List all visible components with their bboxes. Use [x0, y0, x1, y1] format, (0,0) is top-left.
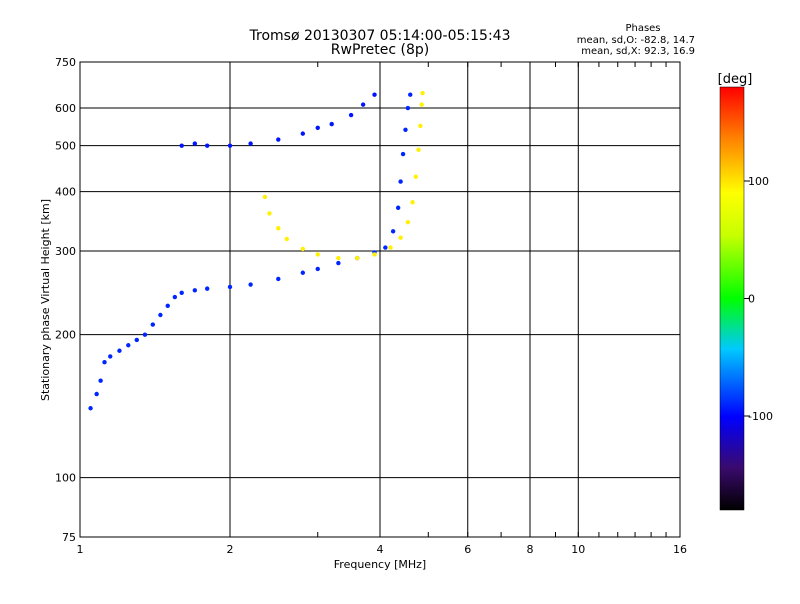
x-tick-label: 8: [527, 543, 534, 556]
data-point: [348, 112, 354, 118]
data-point: [204, 143, 210, 148]
colorbar-tick-label: 100: [748, 175, 769, 188]
y-tick-label: 600: [55, 102, 76, 115]
y-tick-label: 750: [55, 56, 76, 69]
data-point: [372, 252, 377, 257]
data-point: [420, 90, 425, 96]
data-point: [267, 211, 272, 216]
data-point: [142, 332, 148, 337]
x-tick-label: 1: [77, 543, 84, 556]
data-point: [398, 235, 403, 240]
colorbar-tick-label: 0: [748, 293, 755, 306]
data-point: [248, 141, 253, 146]
y-tick-label: 300: [55, 245, 76, 258]
data-point: [300, 270, 306, 275]
data-point: [410, 200, 415, 205]
data-point: [126, 343, 131, 348]
x-tick-label: 16: [673, 543, 687, 556]
data-point: [192, 141, 198, 146]
data-point: [204, 286, 210, 291]
data-point: [276, 137, 281, 142]
y-tick-label: 400: [55, 186, 76, 199]
data-point: [388, 245, 393, 250]
data-point: [94, 391, 99, 397]
data-point: [88, 406, 93, 411]
data-point: [329, 121, 334, 127]
colorbar-title: [deg]: [718, 72, 753, 87]
chart-subtitle: RwPretec (8p): [331, 42, 429, 58]
data-point: [179, 290, 184, 296]
x-tick-label: 6: [464, 543, 471, 556]
data-point: [315, 252, 320, 257]
y-tick-label: 100: [55, 472, 76, 485]
data-point: [405, 219, 411, 225]
data-point: [134, 337, 139, 343]
data-point: [98, 378, 103, 383]
data-point: [102, 360, 107, 365]
data-point: [108, 354, 113, 359]
colorbar-ticks: 100 0 -100: [744, 175, 773, 423]
data-point: [158, 312, 163, 318]
data-point: [150, 322, 156, 327]
data-point: [400, 151, 406, 157]
y-tick-label: 75: [62, 531, 76, 544]
y-tick-label: 200: [55, 329, 76, 342]
data-point: [336, 260, 341, 266]
data-point: [395, 205, 401, 210]
data-point: [300, 246, 306, 252]
colorbar-tick-label: -100: [748, 410, 773, 423]
data-point: [398, 179, 403, 184]
x-axis-label: Frequency [MHz]: [334, 558, 426, 571]
data-point: [315, 125, 320, 131]
data-point: [408, 92, 413, 97]
data-point: [276, 226, 281, 231]
data-point: [262, 194, 268, 200]
data-point: [315, 266, 320, 272]
x-tick-label: 2: [227, 543, 234, 556]
data-point: [336, 255, 341, 261]
data-point: [405, 105, 411, 111]
data-point: [419, 102, 424, 107]
phases-o-stats: mean, sd,O: -82.8, 14.7: [577, 35, 695, 46]
phases-x-stats: mean, sd,X: 92.3, 16.9: [581, 46, 695, 57]
grid: [80, 62, 680, 537]
y-axis-ticks: 75 100 200 300 400 500 600 750: [55, 56, 76, 544]
data-point: [172, 294, 178, 300]
phases-title: Phases: [625, 23, 660, 34]
data-point: [192, 288, 198, 293]
data-point: [117, 348, 122, 353]
data-point: [354, 255, 360, 261]
data-point: [403, 127, 408, 132]
data-point: [300, 131, 306, 136]
data-point: [418, 123, 423, 129]
data-points: [88, 90, 425, 411]
data-point: [284, 236, 289, 242]
y-tick-label: 500: [55, 140, 76, 153]
data-point: [165, 303, 170, 309]
data-point: [372, 92, 377, 97]
x-axis-ticks: 1 2 4 6 8 10 16: [77, 62, 687, 556]
y-axis-label: Stationary phase Virtual Height [km]: [39, 199, 52, 401]
data-point: [416, 147, 421, 153]
chart-title: Tromsø 20130307 05:14:00-05:15:43: [249, 28, 511, 44]
data-point: [383, 245, 388, 250]
data-point: [179, 143, 184, 148]
x-tick-label: 4: [377, 543, 384, 556]
data-point: [360, 102, 366, 107]
x-tick-label: 10: [571, 543, 585, 556]
colorbar: [719, 86, 745, 511]
data-point: [227, 284, 233, 290]
data-point: [276, 276, 281, 282]
data-point: [390, 229, 396, 234]
data-point: [248, 282, 253, 287]
data-point: [413, 174, 419, 179]
data-point: [227, 143, 233, 148]
